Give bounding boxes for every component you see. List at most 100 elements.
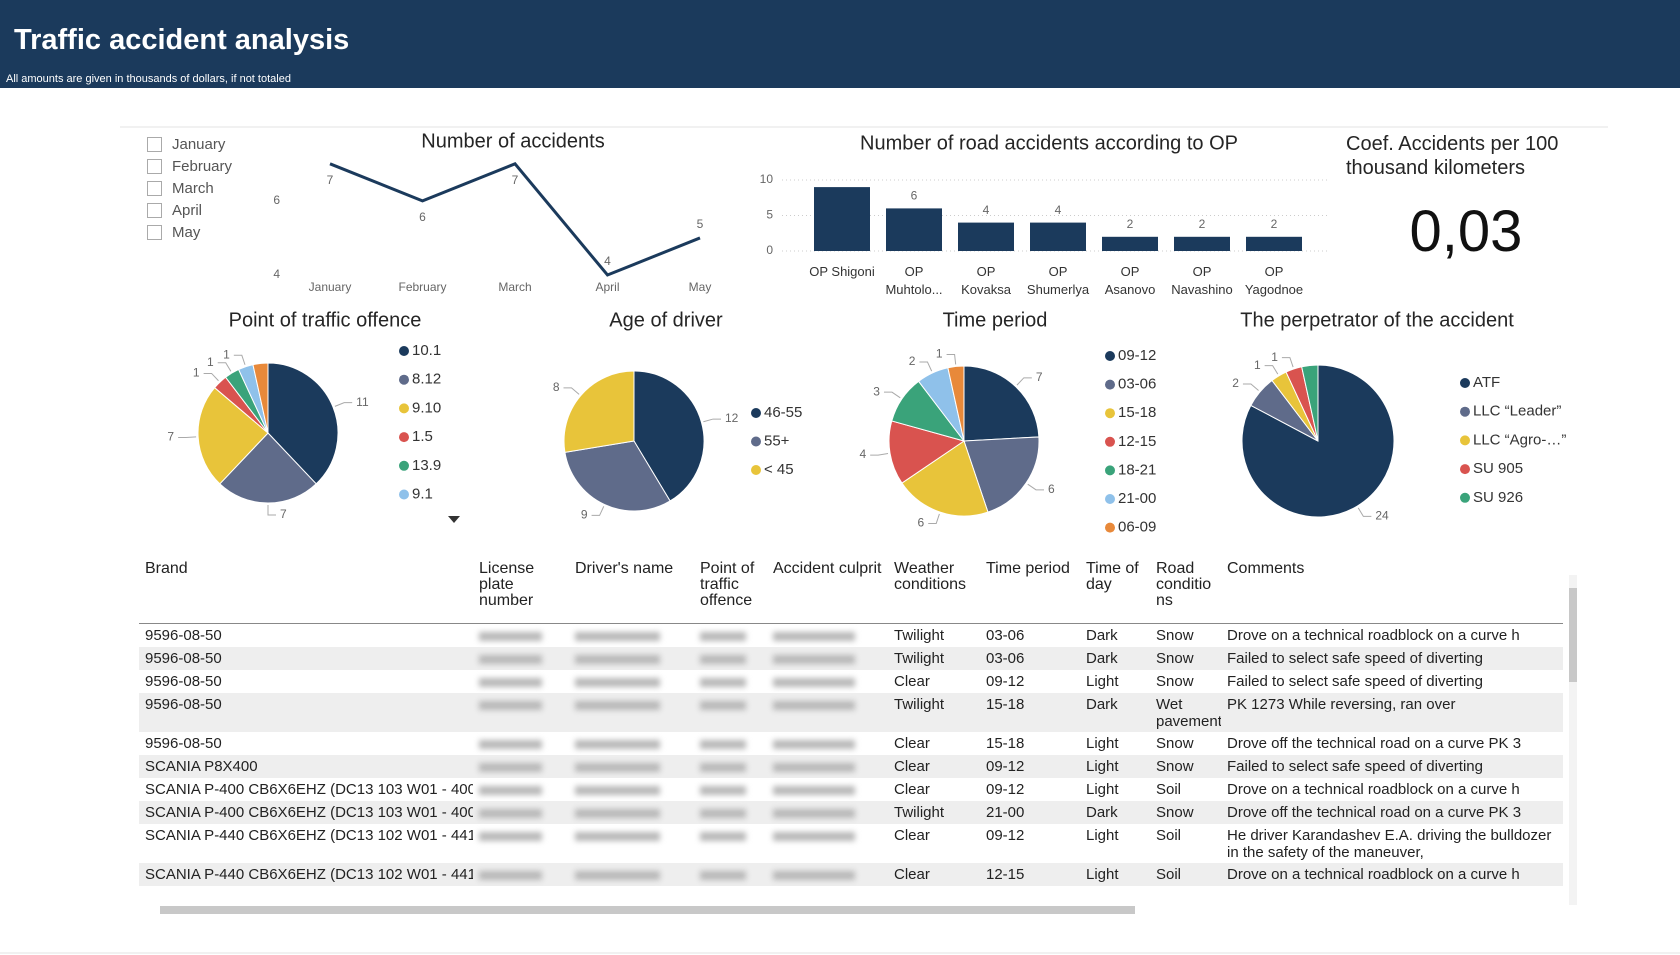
y-tick-label: 4 (273, 267, 280, 281)
table-cell: 21-00 (980, 801, 1080, 824)
pie-slice (947, 365, 965, 442)
slicer-item[interactable]: April (147, 199, 202, 221)
slicer-item[interactable]: March (147, 177, 214, 199)
blur (773, 871, 855, 880)
legend-marker (399, 432, 409, 443)
data-label: 7 (512, 173, 519, 187)
column-header[interactable]: Accident culprit (767, 557, 888, 624)
legend-marker (399, 403, 409, 414)
chart-title: Number of road accidents according to OP (860, 132, 1238, 154)
table-cell: Failed to select safe speed of diverting (1221, 647, 1563, 670)
table-cell: 09-12 (986, 827, 1025, 844)
table-cell: Snow (1156, 627, 1194, 644)
scrollbar-thumb[interactable] (160, 906, 1135, 914)
column-header[interactable]: Time period (980, 557, 1080, 624)
bar (1102, 236, 1158, 251)
table-row: SCANIA P-400 CB6X6EHZ (DC13 103 W01 - 40… (139, 801, 1563, 824)
legend-scroll-arrow[interactable] (448, 516, 460, 523)
table-row: 9596-08-50 Twilight 15-18 Dark Wet pavement P… (139, 693, 1563, 732)
column-header[interactable]: Point of traffic offence (694, 557, 767, 624)
blurred-cell (569, 670, 694, 693)
table-cell: 03-06 (980, 647, 1080, 670)
bar (886, 208, 942, 251)
legend-label: LLC “Agro-…” (1473, 431, 1566, 448)
blurred-cell (473, 732, 569, 755)
table-cell: Clear (894, 827, 930, 844)
blurred-cell (473, 693, 569, 732)
blur (479, 701, 542, 710)
legend-marker (399, 489, 409, 500)
legend-label: 09-12 (1118, 347, 1156, 364)
page-title: Traffic accident analysis (14, 24, 350, 56)
column-header[interactable]: License plate number (473, 557, 569, 624)
blurred-cell (569, 732, 694, 755)
legend-marker (399, 460, 409, 471)
table-cell: 15-18 (986, 735, 1025, 752)
x-tick-label: March (498, 280, 531, 294)
pie-slice (888, 420, 966, 484)
table-cell: Failed to select safe speed of diverting (1221, 755, 1563, 778)
blurred-cell (473, 755, 569, 778)
legend-marker (399, 346, 409, 356)
leader-line (1281, 357, 1294, 368)
table-cell: Twilight (888, 801, 980, 824)
blur (479, 678, 542, 687)
checkbox[interactable] (147, 202, 162, 218)
table-cell: SCANIA P-440 CB6X6EHZ (DC13 102 W01 - 44… (145, 827, 473, 844)
legend-marker (399, 374, 409, 385)
table-row: 9596-08-50 Clear 09-12 Light Snow Failed to s… (139, 670, 1563, 693)
scrollbar-thumb[interactable] (1569, 588, 1577, 682)
table-row: SCANIA P-400 CB6X6EHZ (DC13 103 W01 - 40… (139, 778, 1563, 801)
blurred-cell (473, 624, 569, 648)
column-header[interactable]: Driver's name (569, 557, 694, 624)
x-tick-label: OP Shigoni (809, 264, 875, 279)
blurred-cell (694, 693, 767, 732)
checkbox[interactable] (147, 158, 162, 174)
data-label: 7 (1036, 370, 1043, 384)
legend-marker (1460, 464, 1470, 475)
column-header[interactable]: Time of day (1080, 557, 1150, 624)
checkbox[interactable] (147, 180, 162, 196)
bar (1174, 236, 1230, 251)
data-label: 1 (207, 355, 214, 369)
table-cell: SCANIA P-400 CB6X6EHZ (DC13 103 W01 - 40… (145, 781, 473, 798)
blurred-cell (694, 755, 767, 778)
table-row: 9596-08-50 Twilight 03-06 Dark Snow Drove on … (139, 624, 1563, 648)
x-tick-label: OP Asanovo (1104, 264, 1156, 297)
leader-line (178, 436, 197, 438)
bar (814, 187, 870, 251)
data-label: 4 (604, 254, 611, 268)
page-subtitle: All amounts are given in thousands of do… (6, 73, 291, 85)
blur (700, 740, 746, 749)
legend-marker (751, 408, 761, 418)
table-cell: Clear (894, 673, 930, 690)
pie-slice (901, 440, 989, 517)
x-tick-label: OP Kovaksa (961, 264, 1011, 297)
column-header[interactable]: Brand (139, 557, 473, 624)
leader-line (563, 387, 580, 395)
checkbox[interactable] (147, 224, 162, 240)
blur (575, 786, 660, 795)
blurred-cell (569, 801, 694, 824)
column-header[interactable]: Weather conditions (888, 557, 980, 624)
leader-line (217, 362, 232, 372)
leader-line (1264, 365, 1279, 375)
legend-label: 1.5 (412, 428, 433, 445)
leader-line (1016, 377, 1032, 386)
legend-label: LLC “Leader” (1473, 403, 1561, 420)
blurred-cell (767, 732, 888, 755)
column-header[interactable]: Comments (1221, 557, 1563, 624)
column-header[interactable]: Road conditions (1150, 557, 1221, 624)
blur (700, 832, 746, 841)
checkbox[interactable] (147, 136, 162, 152)
x-tick-label: May (689, 280, 712, 294)
blur (479, 655, 542, 664)
leader-line (334, 402, 353, 407)
slicer-item[interactable]: January (147, 133, 225, 155)
blurred-cell (694, 863, 767, 886)
slicer-item[interactable]: May (147, 221, 200, 243)
table-cell: Twilight (894, 627, 945, 644)
data-label: 1 (193, 366, 200, 380)
slicer-item[interactable]: February (147, 155, 232, 177)
data-label: 7 (327, 173, 334, 187)
